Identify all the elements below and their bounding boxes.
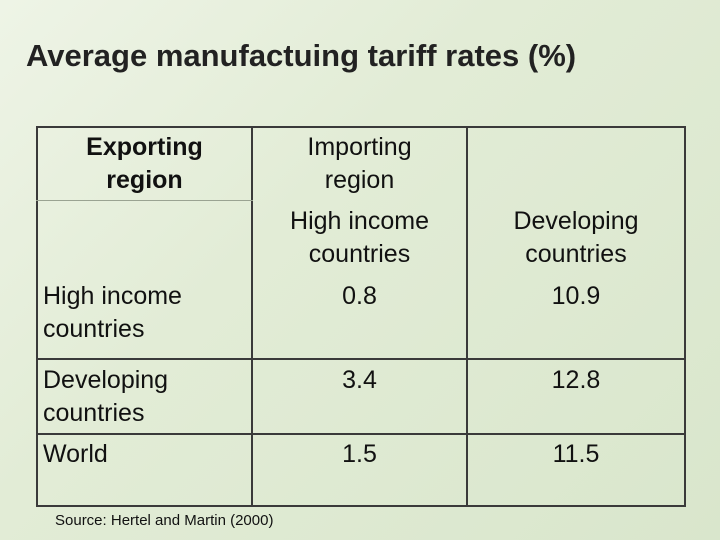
table-left-border bbox=[36, 126, 38, 507]
row-divider-2 bbox=[36, 433, 686, 435]
cell-developing-high: 3.4 bbox=[342, 366, 377, 394]
row-divider-header bbox=[36, 200, 253, 201]
row-label-world: World bbox=[43, 440, 108, 468]
column-header-high-income: High income countries bbox=[290, 207, 429, 268]
cell-developing-developing: 12.8 bbox=[551, 366, 601, 394]
source-note: Source: Hertel and Martin (2000) bbox=[55, 512, 274, 529]
cell-high-developing: 10.9 bbox=[551, 282, 601, 310]
table-top-border bbox=[36, 126, 686, 128]
cell-world-developing: 11.5 bbox=[552, 440, 600, 468]
column-divider-1 bbox=[251, 126, 253, 507]
table-bottom-border bbox=[36, 505, 686, 507]
table-right-border bbox=[684, 126, 686, 507]
importing-region-header: Importing region bbox=[307, 133, 412, 194]
row-divider-1 bbox=[36, 358, 686, 360]
row-label-high-income: High income countries bbox=[43, 282, 182, 343]
cell-world-high: 1.5 bbox=[342, 440, 377, 468]
slide-title: Average manufactuing tariff rates (%) bbox=[26, 38, 577, 73]
cell-high-high: 0.8 bbox=[342, 282, 377, 310]
exporting-region-header: Exporting region bbox=[86, 133, 203, 194]
column-header-developing: Developing countries bbox=[513, 207, 639, 268]
row-label-developing: Developing countries bbox=[43, 366, 169, 427]
column-divider-2 bbox=[466, 126, 468, 507]
